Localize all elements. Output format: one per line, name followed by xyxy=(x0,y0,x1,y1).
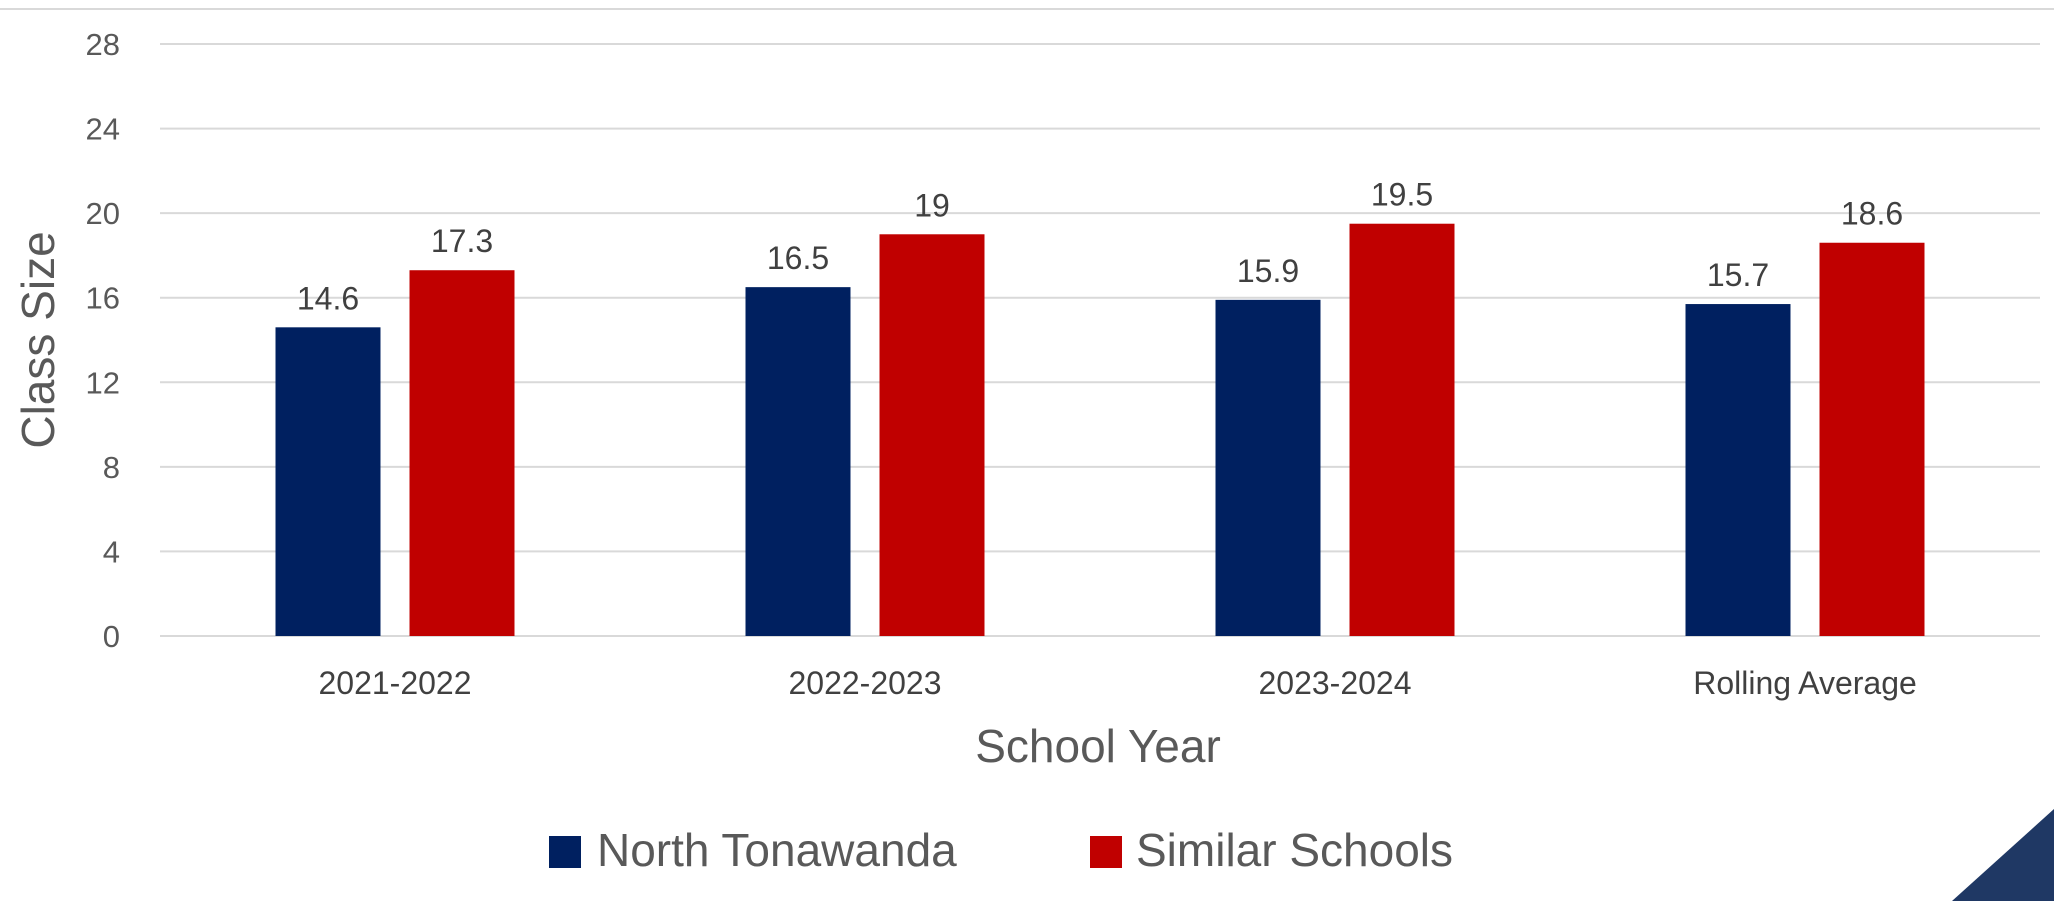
y-tick-label: 4 xyxy=(103,534,120,569)
x-category-label: 2021-2022 xyxy=(318,665,471,701)
data-label: 19.5 xyxy=(1371,177,1433,213)
data-label: 17.3 xyxy=(431,223,493,259)
x-category-label: 2023-2024 xyxy=(1258,665,1411,701)
data-label: 18.6 xyxy=(1841,196,1903,232)
bar-north-tonawanda xyxy=(1685,304,1791,636)
y-tick-label: 24 xyxy=(86,112,120,147)
data-labels: 14.6 17.3 16.5 19 15.9 19.5 15.7 18.6 xyxy=(297,177,1903,317)
corner-decoration xyxy=(1942,800,2054,901)
bar-similar-schools xyxy=(409,270,515,636)
bar-north-tonawanda xyxy=(745,287,851,636)
data-label: 15.9 xyxy=(1237,253,1299,289)
y-tick-label: 0 xyxy=(103,619,120,654)
legend-swatch xyxy=(549,836,581,868)
x-axis-title: School Year xyxy=(975,720,1221,772)
bar-north-tonawanda xyxy=(1215,299,1321,636)
x-category-label: 2022-2023 xyxy=(788,665,941,701)
y-tick-label: 8 xyxy=(103,450,120,485)
legend-label: North Tonawanda xyxy=(597,824,957,876)
data-label: 15.7 xyxy=(1707,257,1769,293)
bar-similar-schools xyxy=(1819,242,1925,636)
y-tick-label: 20 xyxy=(86,196,120,231)
y-tick-label: 16 xyxy=(86,281,120,316)
legend-swatch xyxy=(1090,836,1122,868)
x-axis-categories: 2021-2022 2022-2023 2023-2024 Rolling Avera… xyxy=(318,665,1916,701)
bars xyxy=(275,223,1925,637)
y-tick-label: 28 xyxy=(86,27,120,62)
bar-similar-schools xyxy=(1349,223,1455,636)
y-axis-title: Class Size xyxy=(12,231,64,448)
bar-similar-schools xyxy=(879,234,985,637)
legend: North Tonawanda Similar Schools xyxy=(549,824,1453,876)
y-tick-label: 12 xyxy=(86,365,120,400)
data-label: 16.5 xyxy=(767,240,829,276)
data-label: 19 xyxy=(914,187,950,223)
bar-north-tonawanda xyxy=(275,327,381,636)
y-axis-ticks: 0 4 8 12 16 20 24 28 xyxy=(86,27,120,654)
data-label: 14.6 xyxy=(297,280,359,316)
legend-label: Similar Schools xyxy=(1136,824,1453,876)
x-category-label: Rolling Average xyxy=(1693,665,1917,701)
